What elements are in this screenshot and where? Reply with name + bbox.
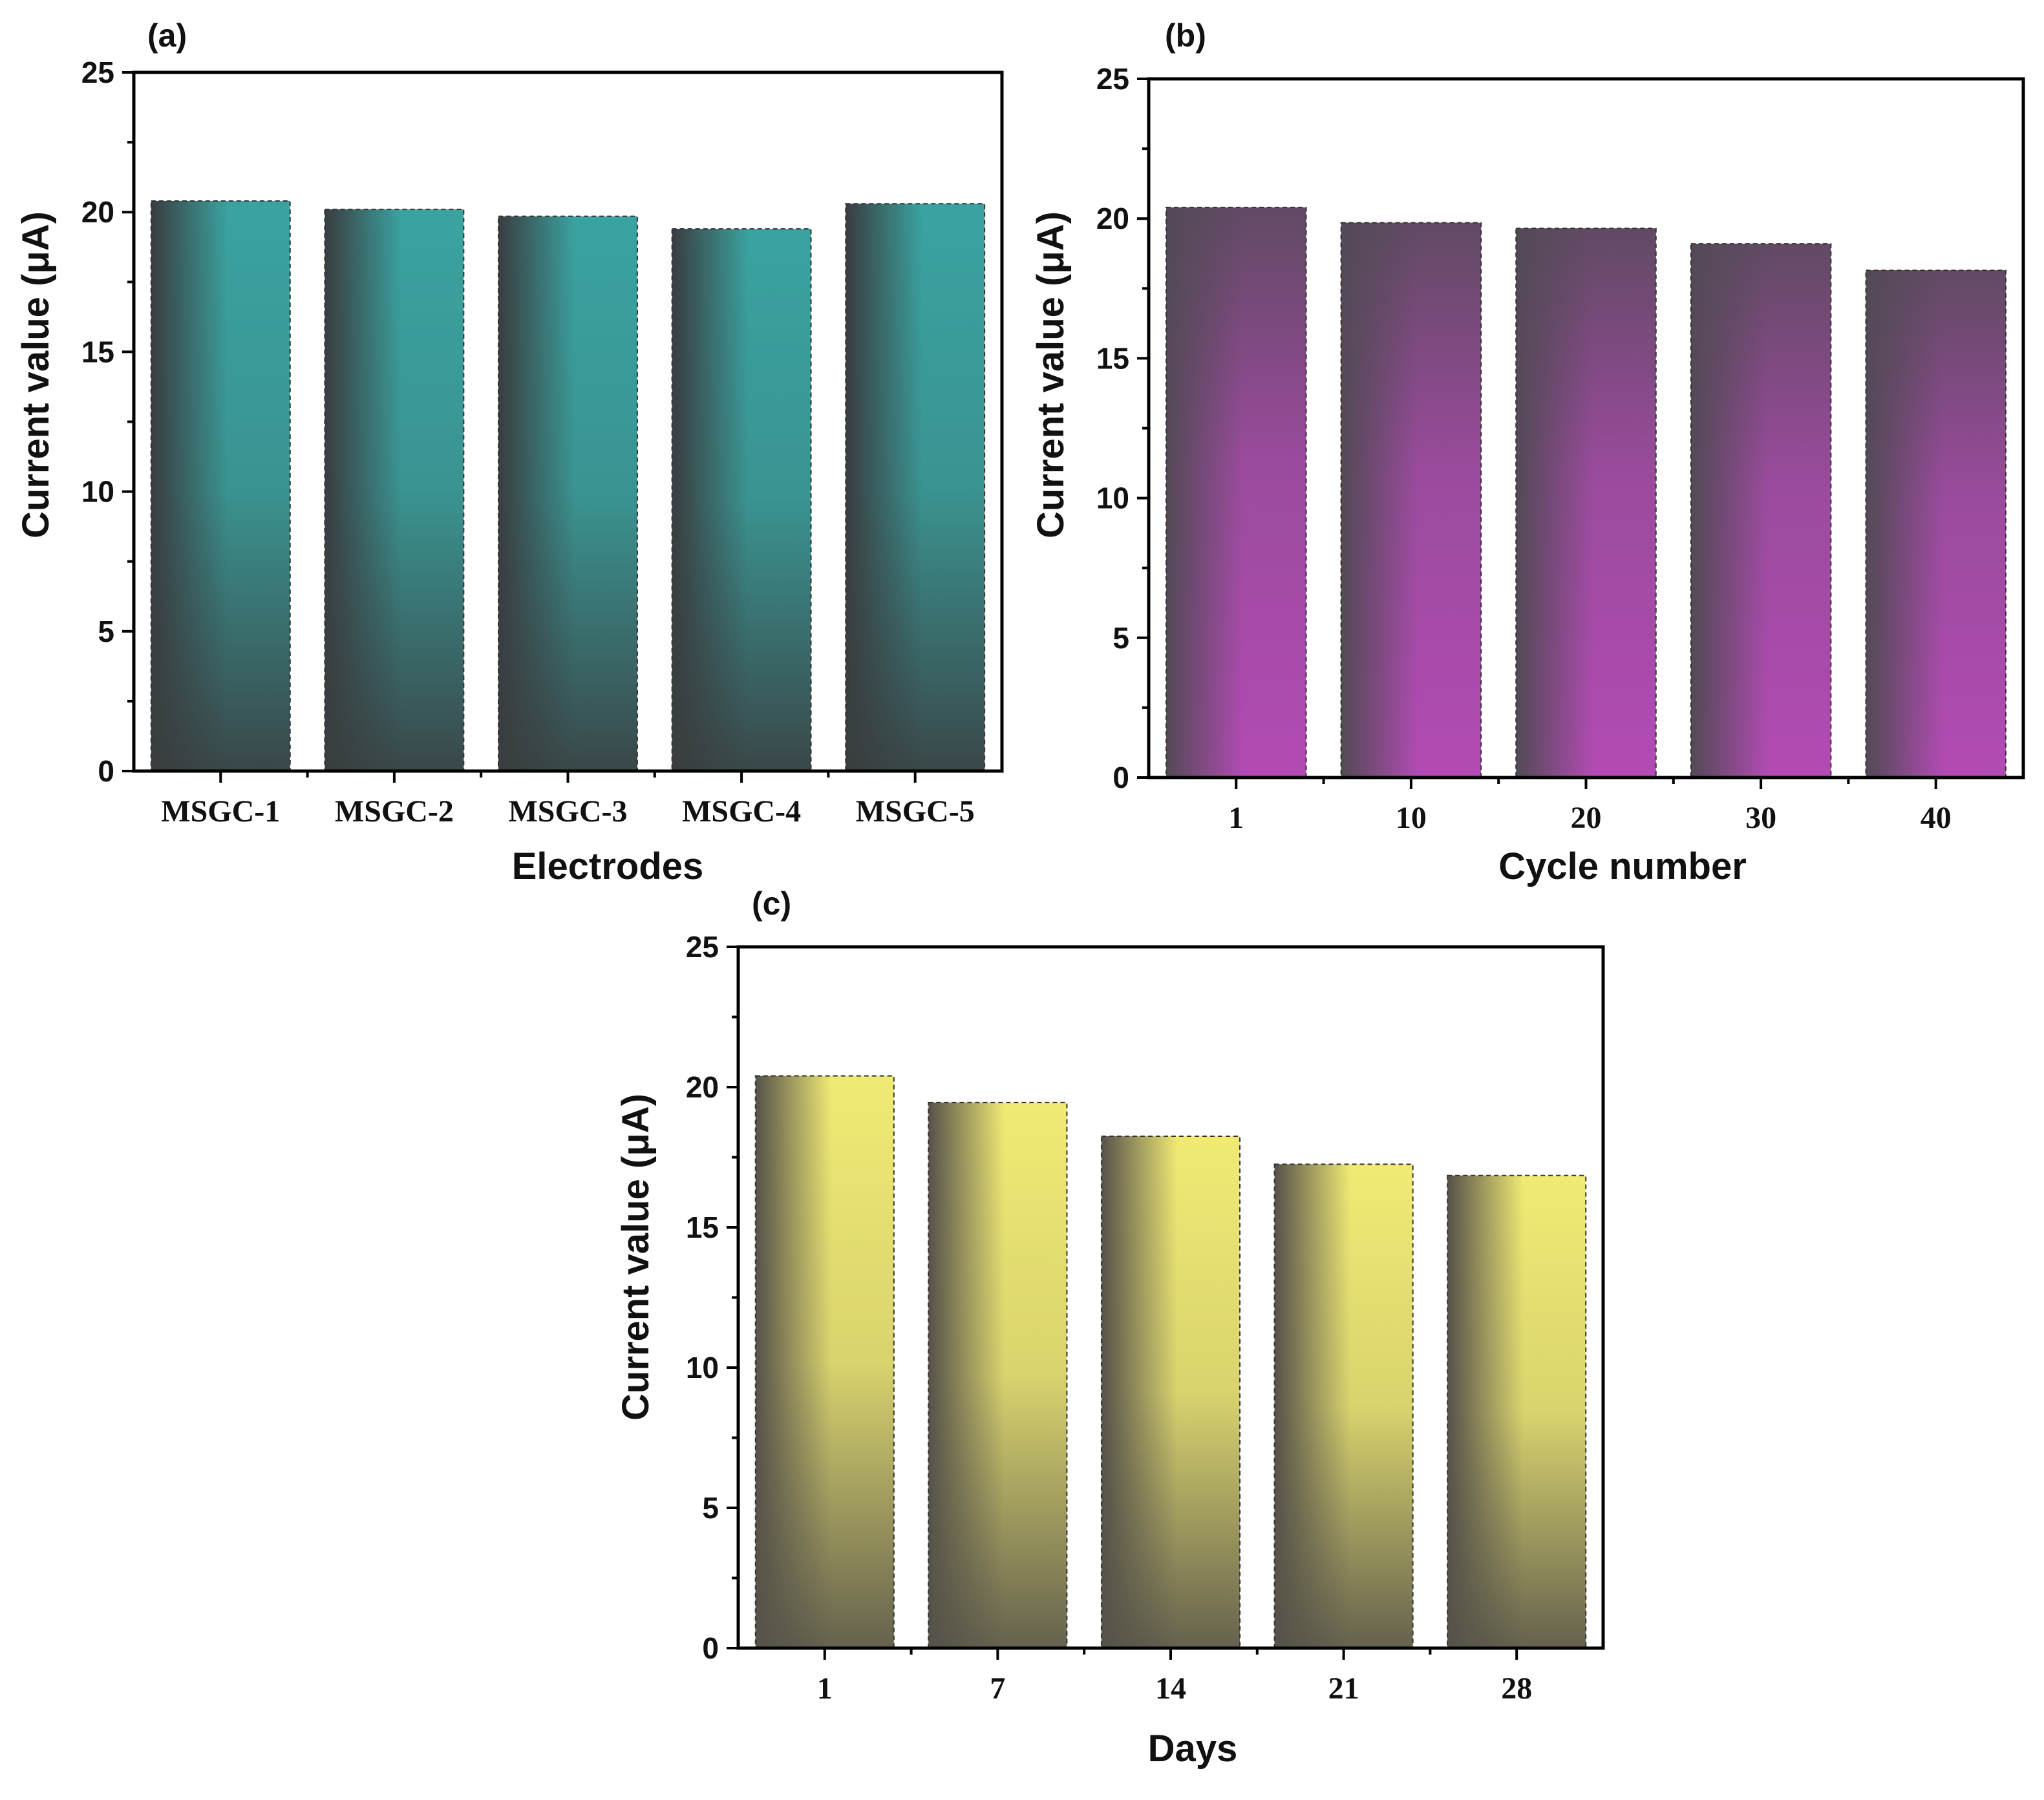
y-tick-label: 0	[702, 1631, 719, 1665]
bar-shade	[1100, 1135, 1241, 1649]
x-tick-label: 40	[1921, 801, 1952, 835]
bar-shade	[845, 203, 986, 772]
x-tick-labels: 1 10 20 30 40	[1228, 801, 1951, 835]
axis-ticks	[1137, 78, 1937, 789]
bar-shade	[1690, 243, 1832, 778]
bar-shade	[1865, 270, 2007, 779]
bar	[1100, 1135, 1241, 1649]
bar	[754, 1075, 895, 1649]
bar	[1340, 222, 1482, 779]
y-tick-label: 0	[1112, 761, 1129, 794]
y-tick-label: 20	[686, 1070, 719, 1104]
y-tick-label: 0	[98, 754, 114, 788]
y-axis-title: Current value (μA)	[15, 211, 57, 538]
x-axis-title: Days	[1148, 1728, 1238, 1770]
bar	[1273, 1163, 1414, 1649]
bar-shade	[1166, 206, 1307, 778]
bar-shade	[928, 1101, 1068, 1649]
bar-shade	[498, 215, 638, 772]
bar-shade	[324, 208, 465, 772]
panel-b: (b) Cycle number Current value (μA) 0 5 …	[1030, 17, 2025, 887]
bar-shade	[671, 228, 812, 772]
x-tick-label: MSGC-5	[856, 794, 975, 829]
bar	[1865, 270, 2007, 779]
bar	[845, 203, 986, 772]
x-tick-label: 14	[1155, 1671, 1186, 1706]
x-tick-labels: 1 7 14 21 28	[817, 1671, 1532, 1706]
x-tick-label: MSGC-4	[682, 794, 801, 829]
panel-label: (c)	[752, 885, 791, 922]
bar-shade	[1340, 222, 1482, 779]
bar	[1447, 1174, 1587, 1649]
bar	[324, 208, 465, 772]
x-tick-label: 1	[1228, 801, 1244, 835]
bar-shade	[150, 200, 291, 772]
axis-ticks	[727, 946, 1518, 1660]
x-tick-label: 10	[1396, 801, 1427, 835]
axis-ticks	[122, 71, 917, 783]
x-tick-label: 1	[817, 1671, 833, 1706]
y-tick-labels: 0 5 10 15 20 25	[1096, 62, 1129, 794]
panel-c: (c) Days Current value (μA) 0 5 10 15 20…	[615, 885, 1605, 1770]
bars	[754, 1075, 1587, 1649]
x-tick-label: 28	[1501, 1671, 1532, 1706]
y-tick-label: 20	[1096, 202, 1129, 235]
y-tick-label: 5	[98, 615, 114, 648]
y-tick-label: 10	[686, 1351, 719, 1384]
y-tick-label: 5	[1112, 621, 1129, 655]
y-tick-label: 25	[1096, 62, 1129, 96]
y-tick-labels: 0 5 10 15 20 25	[686, 930, 719, 1665]
x-tick-label: 30	[1745, 801, 1776, 835]
x-tick-label: MSGC-3	[509, 794, 628, 829]
y-tick-labels: 0 5 10 15 20 25	[81, 56, 114, 788]
panel-label: (a)	[147, 17, 187, 54]
bars	[150, 200, 986, 772]
x-tick-label: 7	[990, 1671, 1005, 1706]
y-tick-label: 10	[1096, 482, 1129, 515]
y-axis-title: Current value (μA)	[1030, 211, 1072, 538]
bar	[1690, 243, 1832, 778]
y-tick-label: 15	[1096, 341, 1129, 375]
y-tick-label: 25	[81, 56, 114, 89]
x-tick-label: MSGC-2	[335, 794, 454, 829]
bar	[928, 1101, 1068, 1649]
y-tick-label: 20	[81, 195, 114, 229]
y-tick-label: 15	[686, 1211, 719, 1244]
y-tick-label: 10	[81, 475, 114, 509]
panel-label: (b)	[1165, 17, 1206, 54]
bar	[1166, 206, 1307, 778]
bar-shade	[1515, 228, 1657, 779]
bar	[671, 228, 812, 772]
bar	[1515, 228, 1657, 779]
x-tick-label: 20	[1571, 801, 1602, 835]
x-tick-label: MSGC-1	[161, 794, 280, 829]
bar	[150, 200, 291, 772]
y-tick-label: 15	[81, 335, 114, 368]
x-axis-title: Electrodes	[512, 845, 704, 887]
y-axis-title: Current value (μA)	[615, 1094, 657, 1421]
bar-shade	[1447, 1174, 1587, 1649]
x-tick-label: 21	[1328, 1671, 1359, 1706]
panel-a: (a) Electrodes Current value (μA) 0 5 10…	[15, 17, 1004, 887]
y-tick-label: 5	[702, 1491, 719, 1525]
bar-shade	[754, 1075, 895, 1649]
bars	[1166, 206, 2007, 779]
x-axis-title: Cycle number	[1498, 845, 1747, 887]
x-tick-labels: MSGC-1 MSGC-2 MSGC-3 MSGC-4 MSGC-5	[161, 794, 974, 829]
y-tick-label: 25	[686, 930, 719, 964]
bar-shade	[1273, 1163, 1414, 1649]
bar	[498, 215, 638, 772]
